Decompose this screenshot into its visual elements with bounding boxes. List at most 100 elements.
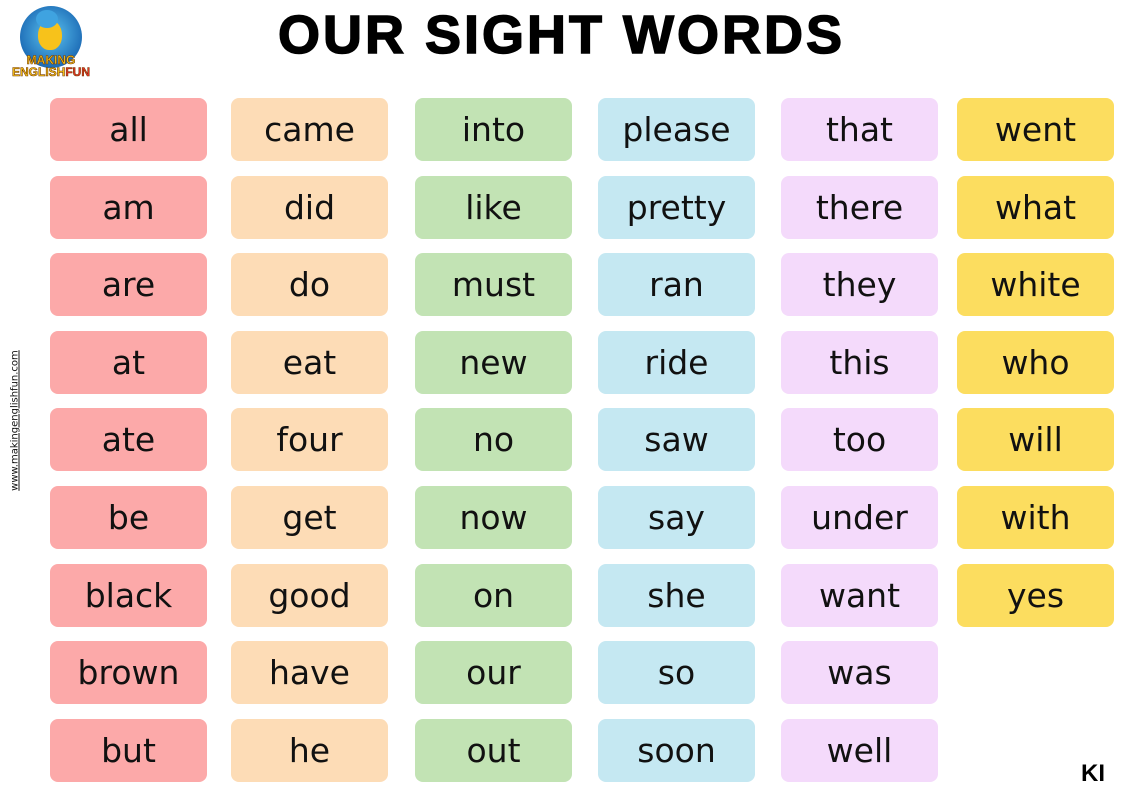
word-card-all: all: [50, 98, 207, 161]
word-card-am: am: [50, 175, 207, 239]
website-link[interactable]: www.makingenglishfun.com: [9, 350, 21, 491]
word-label: do: [288, 265, 331, 305]
word-label: well: [826, 730, 893, 770]
word-label: with: [1000, 498, 1071, 537]
word-label: soon: [637, 730, 716, 770]
word-card-pretty: pretty: [598, 175, 755, 239]
word-label: out: [466, 730, 521, 770]
word-label: ate: [101, 420, 156, 460]
level-code: KI: [1081, 760, 1105, 787]
word-label: on: [472, 575, 515, 615]
word-card-he: he: [231, 718, 388, 782]
word-label: so: [657, 653, 696, 693]
parrot-head-icon: [36, 10, 58, 28]
word-card-what: what: [957, 175, 1114, 239]
word-label: eat: [282, 342, 337, 382]
word-card-went: went: [957, 98, 1114, 161]
making-english-fun-logo: MAKING ENGLISHFUN: [6, 4, 92, 84]
word-label: say: [648, 498, 705, 537]
word-label: but: [101, 730, 156, 770]
word-label: are: [101, 265, 156, 305]
word-label: get: [282, 498, 337, 537]
word-card-she: she: [598, 563, 755, 627]
word-card-will: will: [957, 408, 1114, 472]
logo-line2: ENGLISH: [11, 65, 66, 79]
word-card-must: must: [415, 253, 572, 317]
word-card-want: want: [781, 563, 938, 627]
word-label: saw: [644, 420, 709, 460]
word-card-was: was: [781, 641, 938, 705]
word-card-that: that: [781, 98, 938, 161]
word-card-new: new: [415, 330, 572, 394]
word-card-so: so: [598, 641, 755, 705]
word-label: ride: [644, 342, 709, 382]
word-label: have: [269, 653, 350, 693]
word-label: what: [994, 187, 1077, 227]
word-label: be: [107, 498, 150, 537]
word-label: now: [459, 498, 528, 537]
word-label: please: [622, 110, 731, 149]
word-card-with: with: [957, 486, 1114, 549]
word-label: there: [815, 187, 904, 227]
word-label: new: [459, 342, 528, 382]
word-card-our: our: [415, 641, 572, 705]
word-label: at: [111, 342, 146, 382]
word-card-black: black: [50, 563, 207, 627]
word-card-good: good: [231, 563, 388, 627]
word-card-too: too: [781, 408, 938, 472]
word-card-well: well: [781, 718, 938, 782]
word-label: that: [825, 110, 893, 149]
word-label: he: [288, 730, 331, 770]
word-card-did: did: [231, 175, 388, 239]
word-label: this: [829, 342, 890, 382]
word-label: white: [990, 265, 1081, 305]
word-label: did: [283, 187, 336, 227]
word-label: was: [827, 653, 892, 693]
logo-text: MAKING ENGLISHFUN: [6, 53, 96, 79]
word-label: ran: [649, 265, 704, 305]
logo-line3: FUN: [65, 65, 90, 79]
word-card-ride: ride: [598, 330, 755, 394]
word-card-who: who: [957, 330, 1114, 394]
word-label: who: [1001, 342, 1070, 382]
word-card-yes: yes: [957, 563, 1114, 627]
word-label: am: [102, 187, 155, 227]
word-label: she: [647, 575, 706, 615]
word-label: came: [264, 110, 355, 149]
word-label: no: [472, 420, 515, 460]
word-card-saw: saw: [598, 408, 755, 472]
word-card-please: please: [598, 98, 755, 161]
word-label: too: [832, 420, 887, 460]
word-card-do: do: [231, 253, 388, 317]
word-card-are: are: [50, 253, 207, 317]
word-card-at: at: [50, 330, 207, 394]
word-card-soon: soon: [598, 718, 755, 782]
word-card-there: there: [781, 175, 938, 239]
word-label: pretty: [626, 187, 727, 227]
logo-line1: MAKING: [26, 53, 76, 67]
word-label: brown: [77, 653, 180, 693]
word-card-no: no: [415, 408, 572, 472]
page-title: OUR SIGHT WORDS: [277, 4, 845, 66]
word-label: yes: [1006, 575, 1065, 615]
word-label: they: [822, 265, 897, 305]
word-card-be: be: [50, 486, 207, 549]
word-card-get: get: [231, 486, 388, 549]
word-label: went: [994, 110, 1077, 149]
word-label: will: [1008, 420, 1063, 460]
word-card-ate: ate: [50, 408, 207, 472]
word-label: four: [276, 420, 343, 460]
word-label: good: [268, 575, 351, 615]
word-card-this: this: [781, 330, 938, 394]
word-card-four: four: [231, 408, 388, 472]
word-label: all: [109, 110, 148, 149]
word-label: into: [461, 110, 526, 149]
word-card-brown: brown: [50, 641, 207, 705]
word-label: black: [84, 575, 173, 615]
word-card-they: they: [781, 253, 938, 317]
word-card-but: but: [50, 718, 207, 782]
word-label: under: [811, 498, 908, 537]
word-card-eat: eat: [231, 330, 388, 394]
word-card-came: came: [231, 98, 388, 161]
word-label: must: [451, 265, 536, 305]
